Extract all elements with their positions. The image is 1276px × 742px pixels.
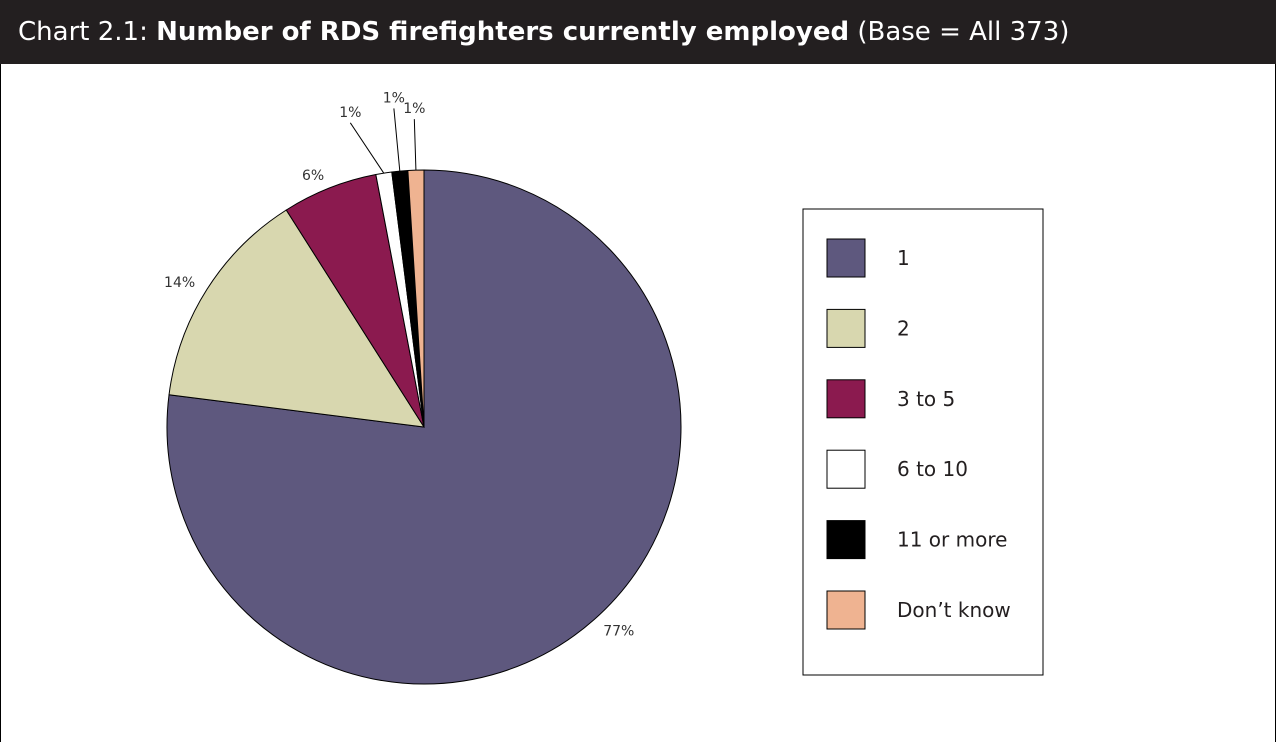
pie-label-3-to-5: 6% xyxy=(302,168,324,184)
pie-leader-line-11-or-more xyxy=(394,108,400,171)
legend-label-6-to-10: 6 to 10 xyxy=(897,457,968,481)
pie-label-1: 77% xyxy=(603,623,634,639)
pie-leader-line-don-t-know xyxy=(414,119,416,170)
legend-swatch-2 xyxy=(827,309,865,347)
legend-label-3-to-5: 3 to 5 xyxy=(897,387,955,411)
legend-swatch-don-t-know xyxy=(827,591,865,629)
pie-label-6-to-10: 1% xyxy=(339,105,361,121)
legend-label-don-t-know: Don’t know xyxy=(897,598,1011,622)
legend-swatch-1 xyxy=(827,239,865,277)
legend-label-1: 1 xyxy=(897,246,910,270)
pie-leader-line-6-to-10 xyxy=(350,123,383,173)
pie-label-11-or-more: 1% xyxy=(383,90,405,106)
legend-swatch-6-to-10 xyxy=(827,450,865,488)
legend-label-2: 2 xyxy=(897,316,910,340)
pie-label-don-t-know: 1% xyxy=(403,101,425,117)
pie-slices xyxy=(167,170,681,684)
legend-label-11-or-more: 11 or more xyxy=(897,528,1007,552)
legend: 1 2 3 to 5 6 to 10 11 or more Don’t know xyxy=(803,209,1043,675)
legend-swatch-3-to-5 xyxy=(827,380,865,418)
pie-label-2: 14% xyxy=(164,275,195,291)
legend-swatch-11-or-more xyxy=(827,521,865,559)
